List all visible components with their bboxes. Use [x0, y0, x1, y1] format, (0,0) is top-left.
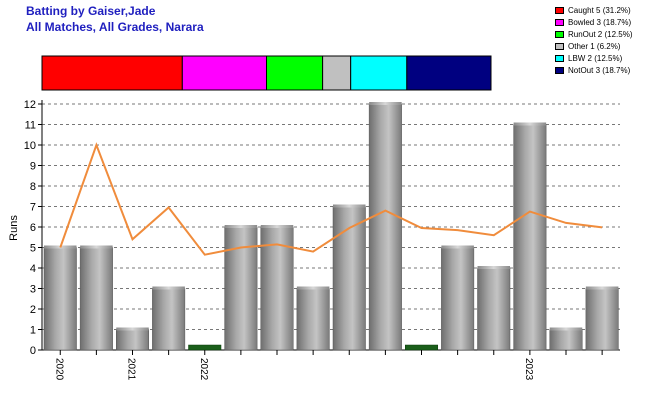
legend-item-other: Other 1 (6.2%): [555, 41, 632, 52]
bars: [43, 102, 619, 351]
legend-item-lbw: LBW 2 (12.5%): [555, 53, 632, 64]
bar-cap: [80, 245, 113, 249]
legend-label-runout: RunOut 2 (12.5%): [568, 30, 633, 39]
dismissal-strip: [41, 55, 492, 91]
bar-duck: [188, 344, 222, 351]
legend-swatch-bowled: [555, 19, 564, 26]
y-tick-label: 6: [30, 222, 36, 234]
bar-cap: [513, 122, 547, 126]
bar: [585, 288, 619, 351]
bar-cap: [549, 327, 583, 331]
x-tick-label-year: 2023: [523, 358, 534, 381]
bar: [513, 124, 547, 351]
average-line: [59, 142, 603, 256]
x-tick-label-year: 2020: [53, 358, 64, 381]
bar-cap: [260, 225, 294, 228]
legend-swatch-other: [555, 43, 564, 50]
legend-swatch-lbw: [555, 55, 564, 62]
legend-item-runout: RunOut 2 (12.5%): [555, 29, 632, 40]
dismissal-segment-lbw: [350, 55, 408, 91]
bar: [224, 226, 258, 351]
x-tick-label-year: 2021: [126, 358, 137, 381]
dismissal-segment-other: [322, 55, 352, 91]
legend-item-notout: NotOut 3 (18.7%): [555, 65, 632, 76]
y-tick-label: 11: [25, 120, 36, 132]
bar-duck: [405, 344, 439, 351]
legend-swatch-runout: [555, 31, 564, 38]
average-line-path: [59, 142, 603, 256]
y-tick-label: 5: [30, 243, 36, 255]
chart-subtitle: All Matches, All Grades, Narara: [26, 20, 204, 34]
y-tick-label: 0: [30, 345, 36, 357]
bar-cap: [369, 102, 402, 105]
dismissal-segment-notout: [406, 55, 492, 91]
bar-cap: [441, 245, 474, 249]
legend-label-lbw: LBW 2 (12.5%): [568, 54, 623, 63]
y-tick-label: 9: [30, 161, 36, 173]
bar: [332, 206, 366, 351]
bar-cap: [296, 286, 330, 290]
legend-label-caught: Caught 5 (31.2%): [568, 6, 631, 15]
bar: [79, 247, 113, 351]
x-tick-label-year: 2022: [198, 358, 209, 381]
y-tick-label: 7: [30, 202, 36, 214]
bar: [296, 288, 330, 351]
bar-cap: [224, 225, 258, 228]
bar-cap: [477, 266, 511, 269]
bar: [368, 103, 402, 351]
dismissal-segment-runout: [266, 55, 324, 91]
y-tick-label: 10: [24, 140, 36, 152]
dismissal-segment-bowled: [181, 55, 267, 91]
y-tick-label: 1: [30, 325, 36, 337]
legend: Caught 5 (31.2%) Bowled 3 (18.7%) RunOut…: [555, 5, 632, 77]
y-tick-label: 3: [30, 284, 36, 296]
bar-cap: [116, 327, 149, 331]
x-axis-ticks: 2020 2021 2022 2023: [53, 350, 603, 381]
legend-label-other: Other 1 (6.2%): [568, 42, 621, 51]
bar-cap: [152, 286, 185, 290]
bar: [43, 247, 77, 351]
legend-item-caught: Caught 5 (31.2%): [555, 5, 632, 16]
y-axis-label: Runs: [8, 215, 20, 241]
legend-swatch-notout: [555, 67, 564, 74]
bar: [477, 267, 511, 351]
y-tick-label: 8: [30, 181, 36, 193]
bar-cap: [585, 286, 619, 290]
y-tick-label: 4: [30, 263, 36, 275]
legend-item-bowled: Bowled 3 (18.7%): [555, 17, 632, 28]
bar-cap: [333, 204, 366, 208]
legend-label-bowled: Bowled 3 (18.7%): [568, 18, 632, 27]
chart-title: Batting by Gaiser,Jade: [26, 4, 156, 18]
legend-swatch-caught: [555, 7, 564, 14]
y-tick-label: 12: [24, 99, 36, 111]
dismissal-segment-caught: [41, 55, 183, 91]
bar: [152, 288, 186, 351]
legend-label-notout: NotOut 3 (18.7%): [568, 66, 631, 75]
bar: [549, 329, 583, 351]
bar: [116, 329, 150, 351]
y-tick-label: 2: [30, 304, 36, 316]
bar: [441, 247, 475, 351]
